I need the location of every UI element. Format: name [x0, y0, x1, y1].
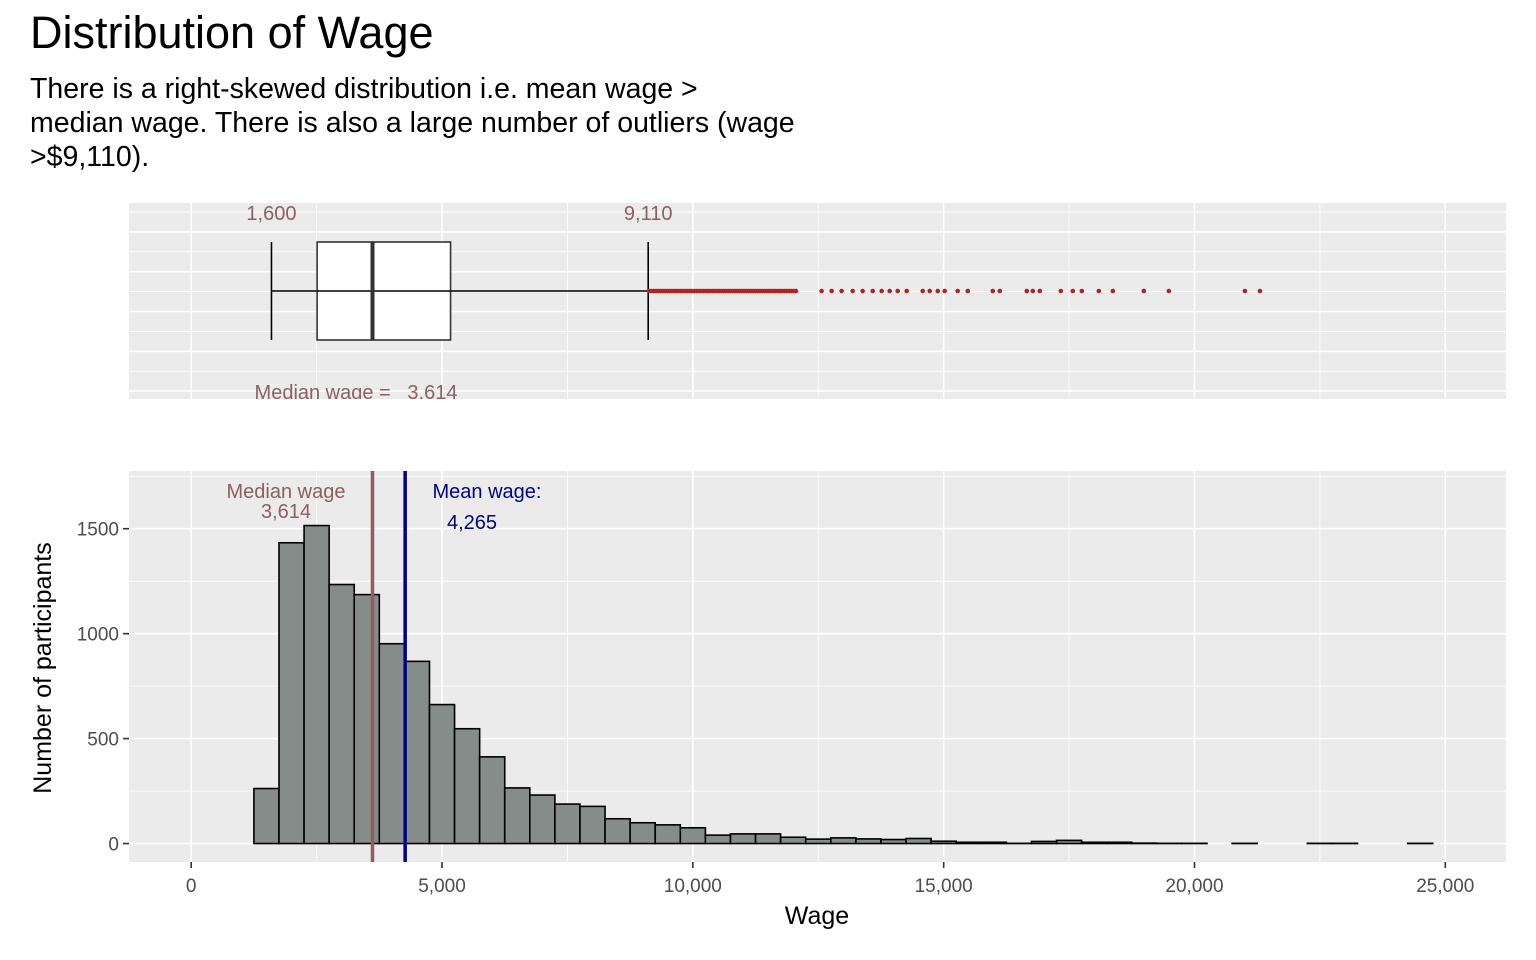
- outlier-point: [793, 288, 799, 294]
- histogram-bar: [629, 821, 657, 845]
- outlier-point: [839, 288, 844, 294]
- y-axis-title: Number of participants: [29, 542, 57, 794]
- x-tick-label: 20,000: [1165, 876, 1223, 897]
- outlier-point: [1110, 288, 1116, 294]
- histogram-bar: [529, 794, 556, 845]
- outlier-point: [850, 288, 855, 294]
- histogram-bar: [554, 803, 581, 845]
- subtitle-line-1: There is a right-skewed distribution i.e…: [30, 73, 698, 105]
- histogram-bar: [503, 787, 531, 845]
- histogram-bar: [278, 541, 305, 845]
- subtitle-line-3: >$9,110).: [30, 141, 150, 173]
- outlier-point: [1257, 288, 1263, 294]
- histogram-bar: [855, 838, 882, 845]
- histogram-panel: Median wage 3,614 Mean wage: 4,265: [129, 471, 1506, 862]
- chart-subtitle: There is a right-skewed distribution i.e…: [30, 72, 910, 174]
- histogram-bar: [1030, 840, 1058, 845]
- outlier-point: [1070, 288, 1076, 294]
- outlier-point: [879, 288, 884, 294]
- histogram-bar: [579, 805, 606, 845]
- histogram-bar: [754, 833, 782, 845]
- x-tick-label: 5,000: [418, 876, 466, 897]
- outlier-point: [829, 288, 834, 294]
- outlier-point: [927, 288, 933, 294]
- histogram-bar: [403, 660, 431, 845]
- histogram-bar: [1080, 841, 1108, 845]
- outlier-point: [887, 288, 892, 294]
- chart-title: Distribution of Wage: [30, 7, 434, 58]
- subtitle-line-2: median wage. There is also a large numbe…: [30, 107, 795, 139]
- x-axis: 0 5,000 10,000 15,000 20,000 25,000 Wage: [186, 862, 1474, 930]
- outlier-point: [1242, 288, 1248, 294]
- median-annotation-line2: 3,614: [261, 501, 311, 523]
- x-tick-label: 10,000: [664, 876, 722, 897]
- outlier-point: [1058, 288, 1064, 294]
- histogram-bar: [428, 703, 456, 845]
- outlier-point: [1166, 288, 1172, 294]
- x-axis-title: Wage: [785, 902, 849, 930]
- y-axis: 0 500 1000 1500 Number of participants: [29, 520, 129, 856]
- outlier-point: [997, 288, 1003, 294]
- histogram-bar: [704, 834, 732, 845]
- x-tick-label: 15,000: [915, 876, 973, 897]
- outlier-point: [965, 288, 971, 294]
- histogram-bars: [253, 524, 1434, 845]
- histogram-bar: [353, 593, 381, 845]
- median-annotation-line1: Median wage: [227, 481, 346, 503]
- histogram-bar: [829, 837, 857, 845]
- y-tick-label: 500: [87, 730, 119, 751]
- outlier-point: [904, 288, 909, 294]
- boxplot-marks: [270, 241, 1263, 341]
- outlier-point: [920, 288, 925, 294]
- histogram-bar: [604, 817, 631, 845]
- histogram-bar: [303, 524, 330, 845]
- outlier-point: [955, 288, 961, 294]
- outlier-point: [935, 288, 941, 294]
- outlier-point: [942, 288, 948, 294]
- outlier-point: [1030, 288, 1036, 294]
- outlier-point: [819, 288, 824, 294]
- histogram-bar: [880, 838, 907, 845]
- mean-annotation-line1: Mean wage:: [433, 481, 542, 503]
- histogram-bar: [253, 787, 280, 845]
- histogram-bar: [804, 838, 832, 845]
- outlier-point: [990, 288, 996, 294]
- x-axis-ticks: 0 5,000 10,000 15,000 20,000 25,000: [186, 862, 1474, 897]
- histogram-bar: [1055, 839, 1083, 845]
- outlier-point: [1096, 288, 1102, 294]
- outlier-point: [860, 288, 865, 294]
- y-tick-label: 1000: [77, 625, 119, 646]
- outlier-point: [1024, 288, 1030, 294]
- reference-lines: [370, 471, 407, 862]
- upper-whisker-label: 9,110: [624, 203, 673, 225]
- outlier-point: [870, 288, 875, 294]
- y-tick-label: 0: [108, 835, 119, 856]
- histogram-bar: [478, 756, 506, 845]
- boxplot-panel: 1,600 9,110: [129, 203, 1506, 399]
- y-tick-label: 1500: [77, 520, 119, 541]
- histogram-bar: [905, 837, 932, 845]
- histogram-bar: [1105, 841, 1133, 845]
- histogram-bar: [729, 833, 757, 845]
- lower-whisker-label: 1,600: [246, 203, 296, 225]
- histogram-bar: [654, 824, 682, 845]
- histogram-bar: [453, 727, 481, 845]
- y-axis-ticks: 0 500 1000 1500: [77, 520, 129, 856]
- histogram-bar: [378, 642, 406, 845]
- histogram-bar: [679, 826, 707, 845]
- outlier-point: [1037, 288, 1043, 294]
- x-tick-label: 0: [186, 876, 197, 897]
- histogram-bar: [328, 583, 356, 845]
- outlier-point: [895, 288, 900, 294]
- histogram-bar: [955, 841, 983, 845]
- outlier-point: [1079, 288, 1085, 294]
- outlier-point: [1141, 288, 1147, 294]
- histogram-bar: [980, 841, 1008, 845]
- mean-annotation-line2: 4,265: [447, 512, 497, 534]
- boxplot-median-label: Median wage = 3,614: [255, 382, 458, 404]
- histogram-bar: [930, 840, 958, 845]
- histogram-bar: [779, 836, 807, 845]
- x-tick-label: 25,000: [1416, 876, 1474, 897]
